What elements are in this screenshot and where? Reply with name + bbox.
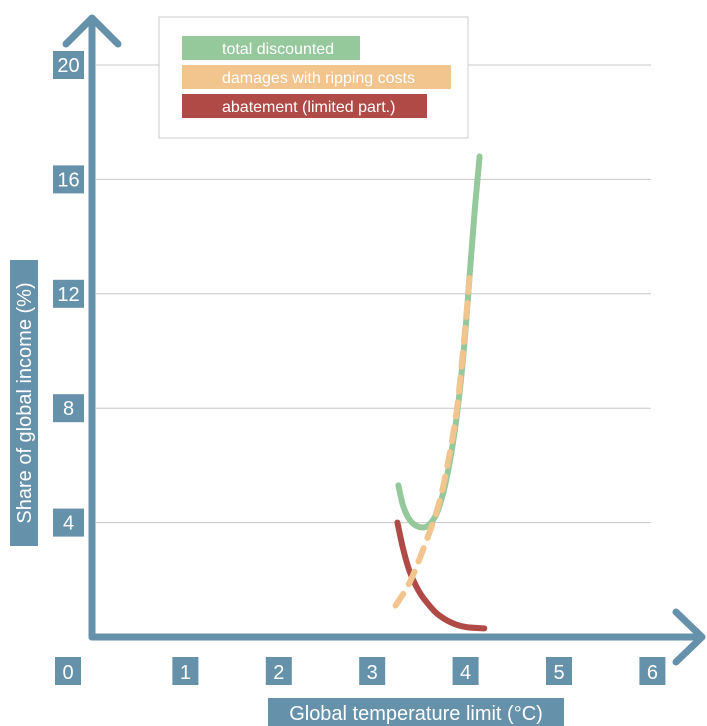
x-axis-label-bg — [268, 698, 564, 726]
x-tick-2: 2 — [265, 657, 292, 685]
x-tick-0: 0 — [55, 657, 81, 685]
y-axis-label-text: Share of global income (%) — [14, 282, 36, 523]
data-series — [392, 153, 488, 632]
legend-label-abatement: abatement (limited part.) — [222, 99, 395, 116]
x-tick-box — [359, 657, 386, 685]
x-tick-6: 6 — [639, 657, 666, 685]
y-axis-label-bg — [10, 260, 38, 546]
x-axis-label: Global temperature limit (°C) — [268, 698, 564, 726]
legend-swatch-total-discounted — [182, 36, 360, 60]
x-tick-label: 6 — [647, 662, 658, 684]
x-axis-label-text: Global temperature limit (°C) — [289, 703, 543, 725]
legend-label-total-discounted: total discounted — [222, 41, 334, 58]
x-tick-label: 1 — [180, 662, 191, 684]
y-tick-label: 4 — [63, 513, 74, 535]
y-tick-8: 8 — [53, 394, 84, 423]
x-tick-box — [639, 657, 666, 685]
legend-swatch-abatement — [182, 94, 427, 118]
y-tick-box — [53, 279, 84, 308]
y-tick-box — [53, 165, 84, 194]
y-tick-4: 4 — [53, 508, 84, 537]
x-tick-1: 1 — [172, 657, 199, 685]
y-tick-box — [53, 51, 84, 79]
y-tick-box — [53, 508, 84, 537]
x-tick-4: 4 — [452, 657, 479, 685]
legend: total discounted damages with ripping co… — [158, 16, 469, 139]
x-tick-box — [172, 657, 199, 685]
y-tick-box — [53, 394, 84, 423]
x-tick-label: 0 — [62, 662, 73, 684]
x-axis-arrowhead — [672, 608, 706, 666]
y-axis-label: Share of global income (%) — [10, 260, 38, 546]
legend-label-damages: damages with ripping costs — [222, 70, 415, 87]
x-tick-box — [265, 657, 292, 685]
y-tick-label: 12 — [57, 284, 79, 306]
x-tick-label: 2 — [273, 662, 284, 684]
x-tick-label: 4 — [460, 662, 471, 684]
x-tick-5: 5 — [546, 657, 572, 685]
axes — [62, 14, 706, 666]
series-line-abatement — [394, 519, 488, 632]
x-tick-label: 5 — [553, 662, 564, 684]
y-tick-label: 16 — [57, 169, 79, 191]
y-tick-label: 20 — [57, 55, 79, 77]
y-tick-label: 8 — [63, 398, 74, 420]
x-tick-3: 3 — [359, 657, 386, 685]
x-tick-box — [452, 657, 479, 685]
series-line-damages — [392, 265, 474, 609]
x-tick-box — [55, 657, 81, 685]
y-tick-16: 16 — [53, 165, 84, 194]
series-line-total — [395, 153, 483, 531]
y-axis-arrowhead — [62, 14, 122, 48]
y-tick-12: 12 — [53, 279, 84, 308]
x-tick-label: 3 — [367, 662, 378, 684]
legend-swatch-damages — [182, 65, 451, 89]
x-tick-box — [546, 657, 572, 685]
y-tick-20: 20 — [53, 51, 84, 79]
